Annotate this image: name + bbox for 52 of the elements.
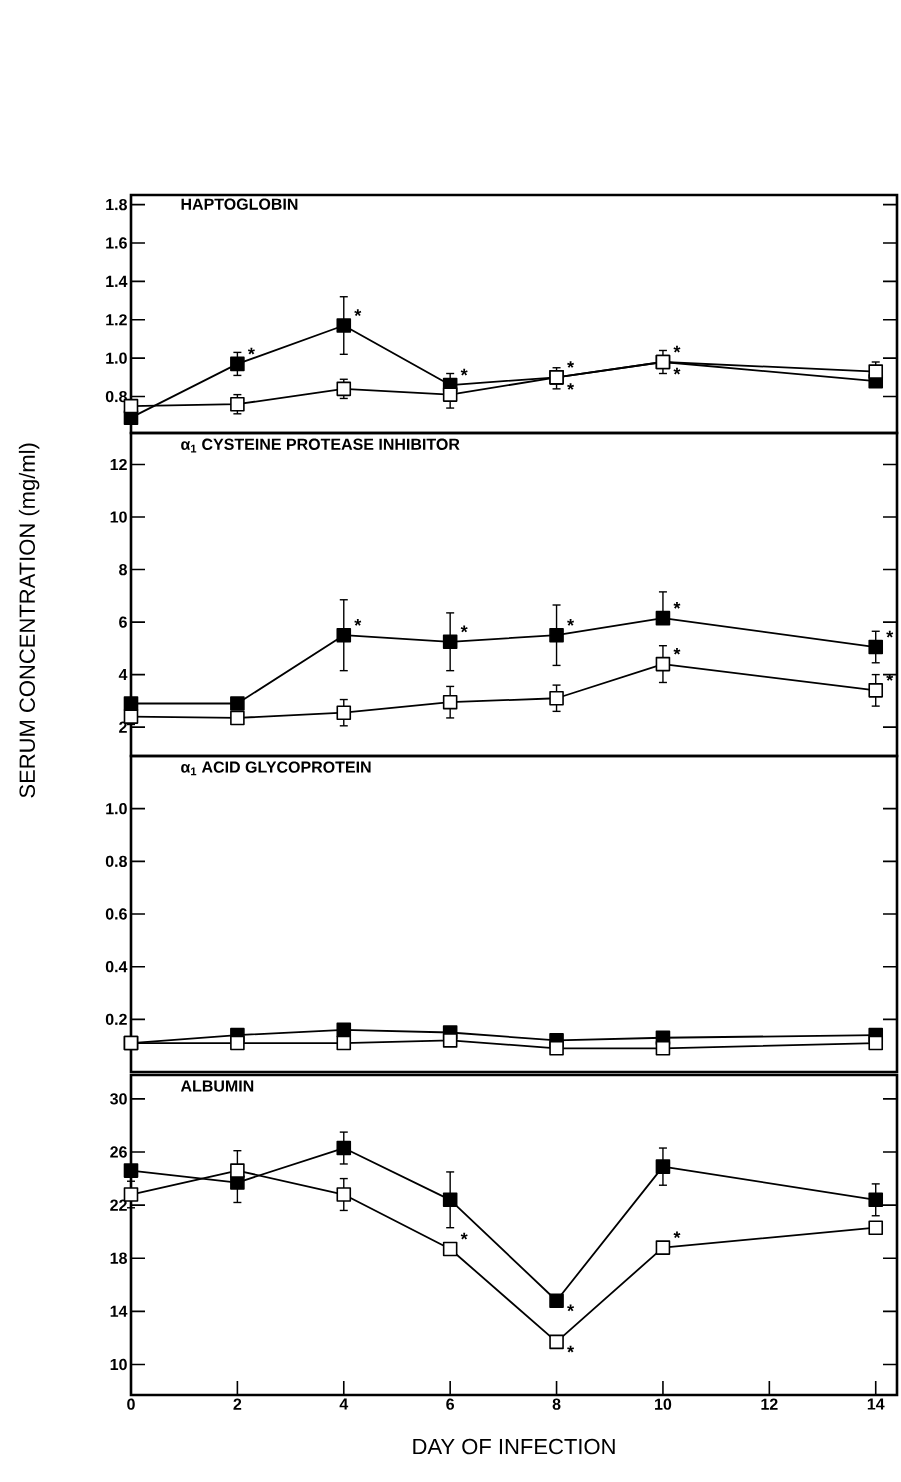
x-tick-label: 8: [552, 1398, 561, 1410]
y-tick-label: 1.2: [106, 314, 127, 326]
x-tick-label: 4: [339, 1398, 349, 1410]
y-tick-label: 1.4: [106, 275, 128, 287]
annotation: *: [460, 368, 468, 376]
y-tick-label: 1.0: [106, 803, 127, 815]
x-axis-title: DAY OF INFECTION: [413, 1438, 615, 1455]
y-tick-label: 0.8: [105, 855, 127, 868]
x-tick-label: 2: [233, 1398, 242, 1410]
x-tick-label: 14: [867, 1398, 885, 1410]
y-tick-label: 6: [119, 616, 127, 628]
x-tick-label: 12: [761, 1398, 778, 1410]
y-tick-label: 10: [110, 511, 127, 523]
annotation: *: [567, 1304, 575, 1312]
annotation: *: [354, 309, 362, 317]
chart-title: α$_{1}$ ACID GLYCOPROTEIN: [181, 761, 371, 776]
y-axis-title: SERUM CONCENTRATION (mg/ml): [18, 443, 40, 798]
annotation: *: [567, 383, 575, 390]
annotation: *: [673, 345, 681, 353]
annotation: *: [673, 601, 681, 609]
y-tick-label: 22: [110, 1199, 127, 1211]
annotation: *: [886, 630, 894, 638]
y-tick-label: 8: [119, 563, 127, 576]
y-tick-label: 14: [110, 1305, 128, 1317]
annotation: *: [567, 361, 575, 368]
x-tick-label: 6: [446, 1398, 455, 1410]
annotation: *: [673, 647, 681, 655]
y-tick-label: 30: [110, 1093, 127, 1105]
annotation: *: [354, 619, 362, 626]
y-tick-label: 12: [110, 458, 127, 471]
annotation: *: [460, 625, 468, 633]
x-tick-label: 0: [127, 1398, 135, 1410]
y-tick-label: 0.6: [105, 908, 127, 920]
y-tick-label: 4: [118, 669, 128, 681]
annotation: *: [460, 1232, 468, 1240]
y-tick-label: 1.8: [106, 198, 127, 211]
y-tick-label: 10: [110, 1358, 127, 1371]
y-tick-label: 0.4: [105, 961, 128, 973]
y-tick-label: 18: [110, 1252, 127, 1264]
x-tick-label: 10: [655, 1398, 672, 1410]
y-tick-label: 26: [110, 1146, 127, 1158]
annotation: *: [567, 1345, 575, 1353]
y-tick-label: 1.6: [106, 237, 127, 249]
chart-title: α$_{1}$ CYSTEINE PROTEASE INHIBITOR: [181, 438, 460, 453]
chart-title: ALBUMIN: [180, 1080, 254, 1092]
annotation: *: [673, 1231, 681, 1239]
annotation: *: [673, 367, 681, 375]
y-tick-label: 0.2: [105, 1013, 127, 1026]
y-tick-label: 1.0: [106, 352, 127, 364]
chart-title: HAPTOGLOBIN: [181, 198, 298, 210]
annotation: *: [567, 619, 575, 626]
annotation: *: [247, 347, 255, 355]
